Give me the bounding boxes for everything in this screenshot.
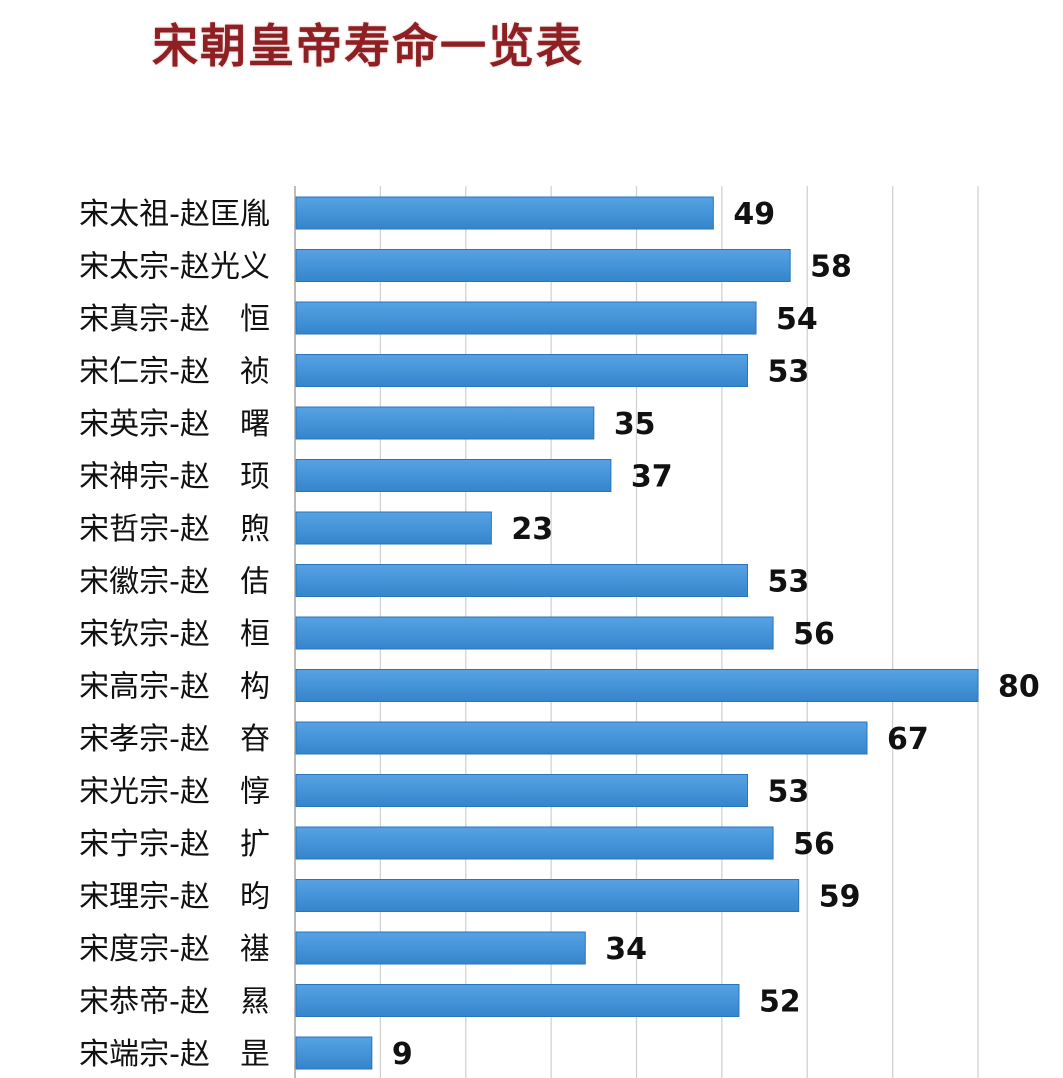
chart-title: 宋朝皇帝寿命一览表	[152, 19, 584, 73]
value-label: 23	[511, 512, 553, 547]
category-label: 宋仁宗-赵 祯	[79, 355, 270, 390]
category-label: 宋徽宗-赵 佶	[79, 565, 270, 600]
bar	[295, 564, 748, 597]
category-label: 宋高宗-赵 构	[79, 670, 270, 705]
value-label: 53	[767, 775, 809, 810]
value-label: 53	[767, 565, 809, 600]
category-label: 宋太宗-赵光义	[79, 250, 270, 285]
bar	[295, 879, 800, 912]
value-label: 35	[614, 407, 656, 442]
category-label: 宋真宗-赵 恒	[79, 302, 270, 337]
category-label: 宋光宗-赵 惇	[79, 775, 270, 810]
value-label: 52	[759, 985, 801, 1020]
value-label: 34	[605, 932, 647, 967]
labels: 宋太祖-赵匡胤 49 宋太宗-赵光义 58 宋真宗-赵 恒 54 宋仁宗-赵 祯 53 宋英宗-…	[79, 197, 1040, 1072]
bar	[295, 196, 714, 230]
category-label: 宋恭帝-赵 㬎	[79, 985, 270, 1020]
category-label: 宋神宗-赵 顼	[79, 460, 270, 495]
value-label: 59	[819, 880, 861, 915]
bar	[295, 459, 612, 492]
bar	[295, 931, 586, 965]
bar	[295, 669, 979, 702]
bar	[295, 984, 740, 1017]
category-label: 宋宁宗-赵 扩	[79, 827, 270, 862]
category-label: 宋英宗-赵 曙	[79, 407, 270, 442]
bars	[295, 196, 979, 1070]
category-label: 宋度宗-赵 禥	[79, 932, 270, 967]
bar	[295, 511, 492, 545]
bar	[295, 721, 868, 755]
value-label: 58	[810, 250, 852, 285]
bar	[295, 826, 774, 860]
value-label: 49	[733, 197, 775, 232]
value-label: 53	[767, 355, 809, 390]
value-label: 56	[793, 827, 835, 862]
category-label: 宋孝宗-赵 昚	[79, 722, 270, 757]
category-label: 宋太祖-赵匡胤	[79, 197, 270, 232]
value-label: 54	[776, 302, 818, 337]
value-label: 80	[998, 670, 1040, 705]
bar	[295, 774, 748, 807]
bar	[295, 616, 774, 650]
value-label: 37	[631, 460, 673, 495]
value-label: 67	[887, 722, 929, 757]
category-label: 宋端宗-赵 昰	[79, 1037, 270, 1072]
bar	[295, 354, 748, 387]
bar	[295, 406, 595, 440]
value-label: 56	[793, 617, 835, 652]
category-label: 宋钦宗-赵 桓	[79, 617, 270, 652]
bar	[295, 301, 757, 335]
value-label: 9	[392, 1037, 413, 1072]
category-label: 宋哲宗-赵 煦	[79, 512, 270, 547]
bar	[295, 249, 791, 282]
category-label: 宋理宗-赵 昀	[79, 880, 270, 915]
bar	[295, 1036, 373, 1070]
